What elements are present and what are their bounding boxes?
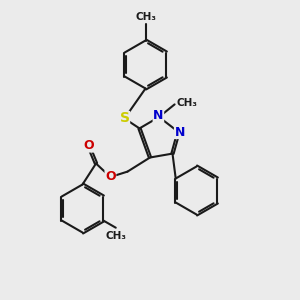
- Text: S: S: [119, 112, 130, 125]
- Text: N: N: [153, 109, 164, 122]
- Text: CH₃: CH₃: [106, 231, 127, 241]
- Text: N: N: [175, 125, 185, 139]
- Text: O: O: [105, 170, 116, 184]
- Text: CH₃: CH₃: [135, 12, 156, 22]
- Text: O: O: [83, 139, 94, 152]
- Text: CH₃: CH₃: [176, 98, 197, 108]
